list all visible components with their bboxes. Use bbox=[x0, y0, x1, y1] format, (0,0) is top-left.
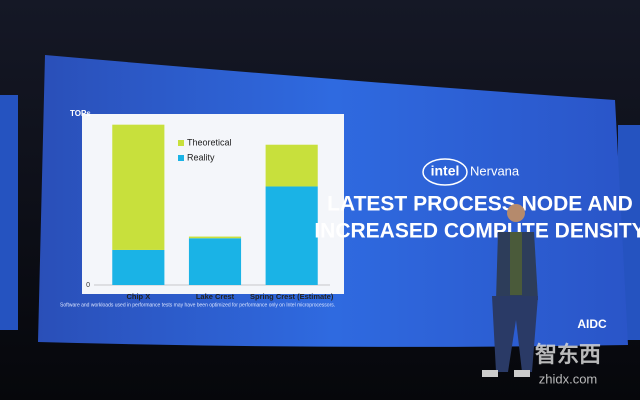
logo-ring bbox=[422, 158, 468, 186]
bar bbox=[112, 124, 165, 250]
footnote: Software and workloads used in performan… bbox=[60, 302, 335, 308]
event-logo: AIDC bbox=[577, 317, 607, 331]
y-tick-label: 0 bbox=[86, 282, 90, 289]
speaker bbox=[482, 204, 538, 377]
legend-swatch bbox=[178, 155, 184, 161]
legend-label: Reality bbox=[187, 152, 215, 162]
watermark-url: zhidx.com bbox=[539, 371, 598, 386]
watermark: 智东西 bbox=[535, 342, 601, 367]
headline: INCREASED COMPUTE DENSITY bbox=[314, 220, 640, 243]
side-screen bbox=[0, 95, 18, 330]
x-tick-label: Chip X bbox=[126, 292, 150, 301]
headline: LATEST PROCESS NODE AND bbox=[327, 193, 633, 216]
bar bbox=[265, 144, 318, 187]
bar bbox=[188, 238, 242, 285]
x-tick-label: Spring Crest (Estimate) bbox=[250, 292, 334, 301]
bar bbox=[112, 249, 165, 285]
brand: Nervana bbox=[470, 163, 520, 178]
brand-logo: intel bbox=[431, 163, 460, 179]
y-axis-label: TOPs bbox=[70, 109, 91, 118]
legend-label: Theoretical bbox=[187, 137, 232, 147]
bar bbox=[265, 186, 318, 285]
bar bbox=[188, 236, 242, 239]
x-tick-label: Lake Crest bbox=[196, 292, 235, 301]
legend-swatch bbox=[178, 140, 184, 146]
chart: 0 Chip X Lake Crest Spring Crest (Estimate)… bbox=[86, 124, 334, 301]
